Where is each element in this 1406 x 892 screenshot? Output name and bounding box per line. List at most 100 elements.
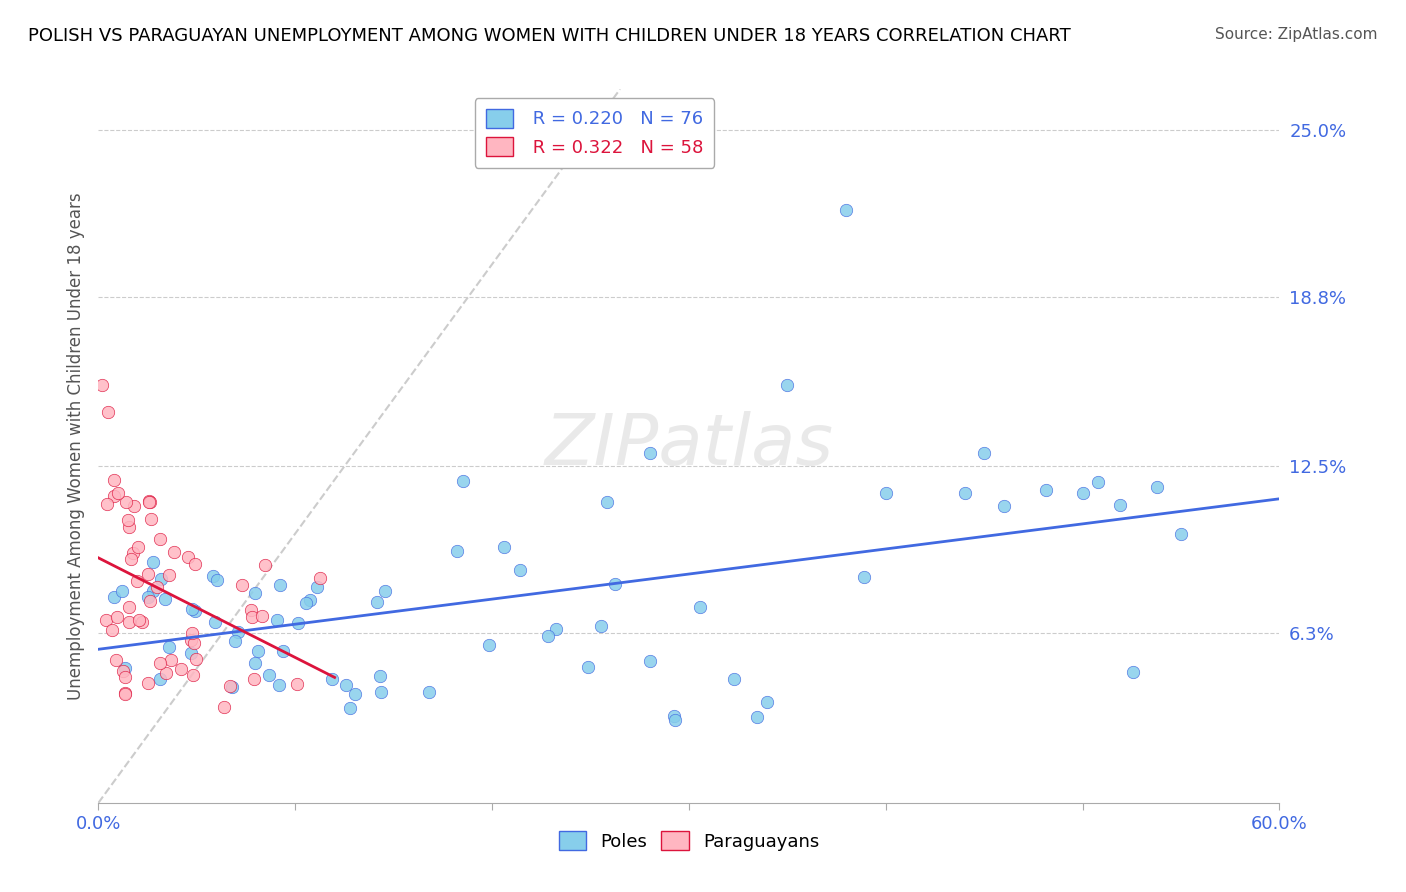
Point xyxy=(163,545,186,559)
Point xyxy=(664,709,686,723)
Point xyxy=(204,615,226,629)
Point xyxy=(114,670,136,684)
Point xyxy=(589,619,612,633)
Point xyxy=(141,512,163,526)
Point xyxy=(240,609,263,624)
Point xyxy=(139,495,162,509)
Point xyxy=(160,653,183,667)
Point xyxy=(183,636,205,650)
Y-axis label: Unemployment Among Women with Children Under 18 years: Unemployment Among Women with Children U… xyxy=(66,192,84,700)
Point xyxy=(537,629,560,643)
Point xyxy=(125,574,148,588)
Point xyxy=(243,585,266,599)
Point xyxy=(374,584,396,599)
Point xyxy=(205,573,228,587)
Point xyxy=(118,599,141,614)
Point xyxy=(370,684,392,698)
Point xyxy=(91,378,114,392)
Point xyxy=(287,616,309,631)
Point xyxy=(149,673,172,687)
Point xyxy=(638,446,661,460)
Point xyxy=(122,499,145,513)
Point xyxy=(576,660,599,674)
Point xyxy=(1035,483,1057,498)
Point xyxy=(120,551,142,566)
Point xyxy=(269,678,291,692)
Point xyxy=(128,613,150,627)
Point xyxy=(247,643,270,657)
Point xyxy=(94,613,117,627)
Point xyxy=(492,540,515,554)
Point xyxy=(218,679,240,693)
Point xyxy=(446,544,468,558)
Point xyxy=(339,700,361,714)
Point xyxy=(170,662,193,676)
Point xyxy=(953,486,976,500)
Point xyxy=(101,623,124,637)
Point xyxy=(285,676,308,690)
Point xyxy=(973,446,995,460)
Point xyxy=(1108,498,1130,512)
Point xyxy=(184,651,207,665)
Point xyxy=(1170,526,1192,541)
Point xyxy=(136,590,159,604)
Point xyxy=(114,686,136,700)
Point xyxy=(418,685,440,699)
Point xyxy=(835,203,858,218)
Point xyxy=(117,513,139,527)
Point xyxy=(107,610,129,624)
Point xyxy=(993,499,1015,513)
Point xyxy=(309,571,332,585)
Point xyxy=(478,638,501,652)
Point xyxy=(596,494,619,508)
Point xyxy=(1122,665,1144,679)
Point xyxy=(689,599,711,614)
Point xyxy=(756,695,779,709)
Legend: Poles, Paraguayans: Poles, Paraguayans xyxy=(551,824,827,858)
Point xyxy=(266,613,288,627)
Point xyxy=(875,486,897,500)
Point xyxy=(257,668,280,682)
Point xyxy=(747,710,769,724)
Point xyxy=(177,549,200,564)
Point xyxy=(544,622,567,636)
Point xyxy=(112,664,135,678)
Point xyxy=(221,680,243,694)
Point xyxy=(118,615,141,629)
Point xyxy=(1087,475,1109,489)
Point xyxy=(180,646,202,660)
Point xyxy=(155,592,177,607)
Point xyxy=(243,672,266,686)
Point xyxy=(138,494,160,508)
Point xyxy=(250,608,273,623)
Point xyxy=(253,558,276,572)
Point xyxy=(149,532,172,546)
Point xyxy=(344,687,367,701)
Point xyxy=(776,378,799,392)
Point xyxy=(184,558,207,572)
Point xyxy=(139,594,162,608)
Point xyxy=(638,654,661,668)
Point xyxy=(269,578,291,592)
Point xyxy=(115,495,138,509)
Point xyxy=(127,540,149,554)
Text: Source: ZipAtlas.com: Source: ZipAtlas.com xyxy=(1215,27,1378,42)
Point xyxy=(180,632,202,647)
Point xyxy=(96,497,118,511)
Point xyxy=(723,672,745,686)
Point xyxy=(228,624,250,639)
Point xyxy=(142,584,165,599)
Point xyxy=(122,546,145,560)
Point xyxy=(103,590,125,604)
Point xyxy=(131,615,153,629)
Point xyxy=(181,668,204,682)
Point xyxy=(240,603,263,617)
Point xyxy=(97,405,120,419)
Point xyxy=(114,661,136,675)
Point xyxy=(157,640,180,654)
Point xyxy=(157,568,180,582)
Text: POLISH VS PARAGUAYAN UNEMPLOYMENT AMONG WOMEN WITH CHILDREN UNDER 18 YEARS CORRE: POLISH VS PARAGUAYAN UNEMPLOYMENT AMONG … xyxy=(28,27,1071,45)
Point xyxy=(212,699,235,714)
Point xyxy=(149,572,172,586)
Point xyxy=(146,580,169,594)
